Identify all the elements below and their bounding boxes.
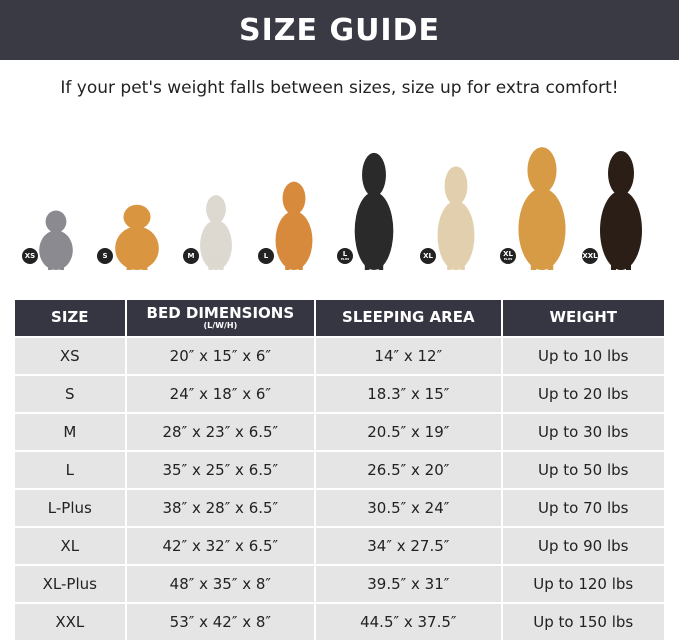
table-row: S 24″ x 18″ x 6″ 18.3″ x 15″ Up to 20 lbs	[13, 374, 667, 414]
size-badge: L PLUS	[337, 248, 353, 264]
size-badge-label: XXL	[582, 251, 598, 260]
pet-image-cat	[36, 208, 76, 270]
size-badge-label: XS	[24, 251, 36, 260]
column-header-label: BED DIMENSIONS	[146, 303, 295, 322]
table-cell: 38″ x 28″ x 6.5″	[124, 488, 317, 528]
pet-image-french-bulldog	[197, 192, 235, 270]
size-badge-label: S	[102, 251, 108, 260]
table-cell: Up to 20 lbs	[500, 374, 667, 414]
table-cell: S	[13, 374, 127, 414]
table-cell: 48″ x 35″ x 8″	[124, 564, 317, 604]
table-row: XL-Plus 48″ x 35″ x 8″ 39.5″ x 31″ Up to 12…	[13, 564, 667, 604]
table-cell: 20″ x 15″ x 6″	[124, 336, 317, 376]
column-header-sub: (L/W/H)	[203, 320, 238, 330]
table-row: L 35″ x 25″ x 6.5″ 26.5″ x 20″ Up to 50 lbs	[13, 450, 667, 490]
table-cell: 34″ x 27.5″	[314, 526, 503, 566]
table-cell: XS	[13, 336, 127, 376]
size-badge-label: XL	[503, 250, 513, 258]
table-cell: 35″ x 25″ x 6.5″	[124, 450, 317, 490]
table-row: XS 20″ x 15″ x 6″ 14″ x 12″ Up to 10 lbs	[13, 336, 667, 376]
table-cell: 18.3″ x 15″	[314, 374, 503, 414]
size-badge-sub: PLUS	[340, 257, 350, 261]
table-cell: Up to 50 lbs	[500, 450, 667, 490]
table-cell: 42″ x 32″ x 6.5″	[124, 526, 317, 566]
table-cell: Up to 150 lbs	[500, 602, 667, 642]
column-header: SIZE	[13, 298, 127, 338]
size-badge-label: L	[263, 251, 269, 260]
table-cell: 39.5″ x 31″	[314, 564, 503, 604]
subtitle: If your pet's weight falls between sizes…	[60, 78, 619, 98]
size-badge: XS	[22, 248, 38, 264]
table-cell: M	[13, 412, 127, 452]
table-cell: 30.5″ x 24″	[314, 488, 503, 528]
size-badge: L	[258, 248, 274, 264]
table-cell: L	[13, 450, 127, 490]
table-cell: XL	[13, 526, 127, 566]
table-cell: 14″ x 12″	[314, 336, 503, 376]
size-badge: S	[97, 248, 113, 264]
table-cell: 53″ x 42″ x 8″	[124, 602, 317, 642]
size-badge-label: L	[342, 250, 348, 258]
pet-image-shiba-inu	[272, 178, 316, 270]
table-cell: 24″ x 18″ x 6″	[124, 374, 317, 414]
size-badge: M	[183, 248, 199, 264]
table-row: XL 42″ x 32″ x 6.5″ 34″ x 27.5″ Up to 90 lb…	[13, 526, 667, 566]
page-title: SIZE GUIDE	[238, 12, 440, 48]
table-cell: XL-Plus	[13, 564, 127, 604]
table-cell: 44.5″ x 37.5″	[314, 602, 503, 642]
column-header-label: SLEEPING AREA	[342, 308, 475, 327]
table-cell: Up to 70 lbs	[500, 488, 667, 528]
table-cell: Up to 30 lbs	[500, 412, 667, 452]
size-badge: XL PLUS	[500, 248, 516, 264]
table-cell: Up to 90 lbs	[500, 526, 667, 566]
table-cell: L-Plus	[13, 488, 127, 528]
column-header: SLEEPING AREA	[314, 298, 503, 338]
size-badge-sub: PLUS	[503, 257, 513, 261]
table-cell: Up to 10 lbs	[500, 336, 667, 376]
table-row: M 28″ x 23″ x 6.5″ 20.5″ x 19″ Up to 30 lbs	[13, 412, 667, 452]
size-badge-label: XL	[423, 251, 433, 260]
table-cell: 26.5″ x 20″	[314, 450, 503, 490]
size-badge-label: M	[187, 251, 195, 260]
column-header-label: WEIGHT	[549, 308, 617, 327]
pet-image-border-collie	[351, 148, 397, 270]
table-cell: 28″ x 23″ x 6.5″	[124, 412, 317, 452]
pet-image-golden-retriever	[514, 142, 570, 270]
size-table: SIZE BED DIMENSIONS (L/W/H) SLEEPING AREA WE…	[13, 298, 667, 642]
table-row: L-Plus 38″ x 28″ x 6.5″ 30.5″ x 24″ Up to 7…	[13, 488, 667, 528]
pet-image-pomeranian	[111, 202, 163, 270]
pet-lineup: XS S M L L PLUS XL XL PLUS XXL	[0, 135, 679, 270]
table-cell: XXL	[13, 602, 127, 642]
column-header: BED DIMENSIONS (L/W/H)	[124, 298, 317, 338]
pet-image-labrador	[434, 162, 478, 270]
size-badge: XL	[420, 248, 436, 264]
size-badge: XXL	[582, 248, 598, 264]
column-header-label: SIZE	[51, 308, 89, 327]
table-row: XXL 53″ x 42″ x 8″ 44.5″ x 37.5″ Up to 150 …	[13, 602, 667, 642]
column-header: WEIGHT	[500, 298, 667, 338]
table-cell: Up to 120 lbs	[500, 564, 667, 604]
pet-image-doberman	[596, 146, 646, 270]
title-banner: SIZE GUIDE	[0, 0, 679, 60]
table-cell: 20.5″ x 19″	[314, 412, 503, 452]
